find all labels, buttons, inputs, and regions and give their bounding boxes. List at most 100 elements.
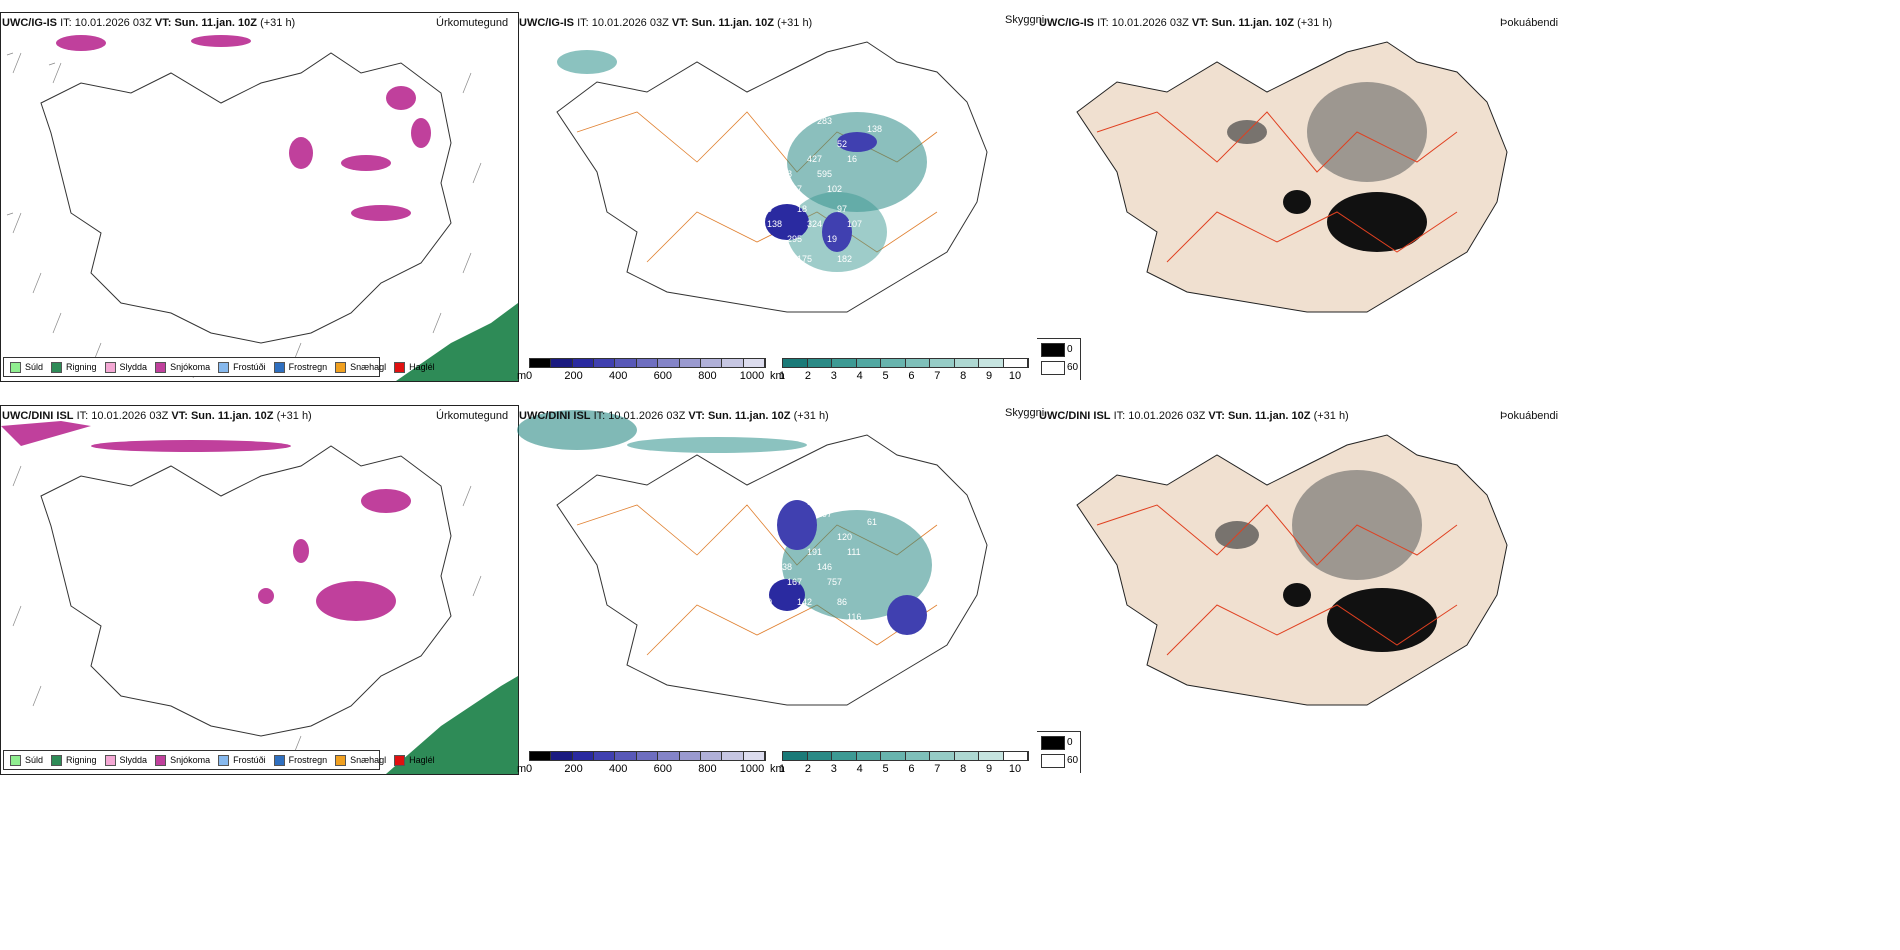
wind-barb [462, 485, 472, 507]
vis-area [782, 510, 932, 620]
height-number: 138 [867, 124, 882, 134]
precip-legend-item: Súld [10, 754, 43, 766]
row1-header-fog: UWC/DINI ISL IT: 10.01.2026 03Z VT: Sun.… [1039, 410, 1349, 422]
fog-map-svg [1076, 41, 1508, 313]
height-number: 940 [767, 477, 782, 487]
legend-swatch [394, 754, 406, 766]
colorbar-cell [679, 359, 701, 367]
height-number: 83 [787, 627, 797, 637]
precip-legend-item: Rigning [51, 754, 97, 766]
height-number: 102 [827, 184, 842, 194]
height-number: 16 [847, 154, 857, 164]
road [1096, 504, 1458, 566]
fog-legend-label-0: 0 [1067, 344, 1073, 355]
vis-area [517, 410, 637, 450]
colorbar-cell [881, 752, 906, 760]
colorbar-unit: km [770, 763, 785, 773]
precip-legend-item: Haglél [394, 361, 435, 373]
colorbar-cell [856, 359, 881, 367]
legend-label: Haglél [409, 755, 435, 765]
colorbar-cell [722, 752, 744, 760]
precip-legend-item: Frostregn [273, 361, 327, 373]
colorbar-cell [930, 359, 955, 367]
height-number: 280 [757, 597, 772, 607]
fog-panel: 0 60 [1037, 405, 1557, 773]
legend-label: Snjókoma [170, 362, 211, 372]
colorbar-cell [722, 359, 744, 367]
colorbar-tick: 400 [609, 370, 628, 380]
visibility-title: Skyggni [1005, 14, 1045, 26]
legend-label: Frostregn [288, 755, 328, 765]
colorbar-tick: 6 [908, 370, 915, 380]
precip-legend-item: Rigning [51, 361, 97, 373]
colorbar-tick: 9 [986, 370, 993, 380]
iceland-outline [40, 52, 452, 344]
colorbar-tick: 7 [934, 370, 941, 380]
height-number: 142 [797, 597, 812, 607]
legend-swatch [104, 754, 116, 766]
snow-area [316, 581, 396, 621]
colorbar-tick: 1000 [739, 370, 765, 380]
iceland-outline [556, 41, 988, 313]
colorbar-cell [743, 752, 765, 760]
height-number: 137 [787, 184, 802, 194]
snow-area [191, 35, 251, 47]
wind-barb [52, 312, 62, 334]
legend-swatch [155, 754, 167, 766]
legend-label: Slydda [119, 755, 148, 765]
colorbar-tick: 400 [609, 763, 628, 773]
precip-legend-item: Slydda [104, 361, 147, 373]
colorbar-tick: 5 [882, 370, 889, 380]
row0-header-fog: UWC/IG-IS IT: 10.01.2026 03Z VT: Sun. 11… [1039, 17, 1333, 29]
fog-title: Þokuábendi [1500, 410, 1559, 422]
legend-swatch [218, 754, 230, 766]
colorbar-cell [743, 359, 765, 367]
legend-swatch [273, 361, 285, 373]
height-number: 191 [807, 547, 822, 557]
vis-area [822, 212, 852, 252]
legend-label: Snæhagl [350, 755, 387, 765]
road [1096, 111, 1458, 173]
snow-area [91, 440, 291, 452]
colorbar-tick: 200 [564, 763, 583, 773]
fog-title: Þokuábendi [1500, 17, 1559, 29]
fog-areas [1227, 82, 1427, 252]
height-number: 289 [757, 204, 772, 214]
colorbar-cell [636, 752, 659, 760]
colorbar-tick: 7 [934, 763, 941, 773]
precip-legend-item: Súld [10, 361, 43, 373]
snow-area [56, 35, 106, 51]
precip-type-panel: Súld Rigning Slydda Snjókoma Frostúði Frostre… [0, 12, 519, 382]
colorbar-tick: 800 [698, 763, 717, 773]
row0-header-precip: UWC/IG-IS IT: 10.01.2026 03Z VT: Sun. 11… [2, 17, 296, 29]
legend-swatch [51, 361, 63, 373]
colorbar-unit: m [517, 370, 527, 380]
vis-area [837, 132, 877, 152]
fog-legend-swatch-0 [1041, 736, 1065, 750]
colorbar-cell [979, 752, 1004, 760]
vis-area [787, 112, 927, 212]
snow-areas [56, 35, 431, 221]
height-number: 146 [807, 612, 822, 622]
precip-title: Úrkomutegund [436, 17, 509, 29]
snow-area [289, 137, 313, 169]
height-number: 175 [797, 254, 812, 264]
colorbar-cells [782, 358, 1029, 368]
colorbar-cell [615, 359, 637, 367]
legend-swatch [335, 754, 347, 766]
height-number: 120 [837, 532, 852, 542]
height-number: 81 [767, 612, 777, 622]
snow-area [258, 588, 274, 604]
colorbar-cells [529, 358, 766, 368]
colorbar-cells [782, 751, 1029, 761]
colorbar-cell [979, 359, 1004, 367]
colorbar-cell [658, 752, 680, 760]
height-number: 61 [867, 517, 877, 527]
wind-barb [12, 465, 22, 487]
wind-barb [6, 52, 22, 74]
wind-barb [12, 605, 22, 627]
colorbar-cell [832, 359, 857, 367]
height-numbers: 940 337 824 297 61 120 111 191 146 238 167 757 280 14… [757, 477, 877, 637]
visibility-panel: 298 255 61 283 138 52 16 427 595 248 137 102 289 18 97… [517, 12, 1037, 380]
height-number: 295 [787, 234, 802, 244]
